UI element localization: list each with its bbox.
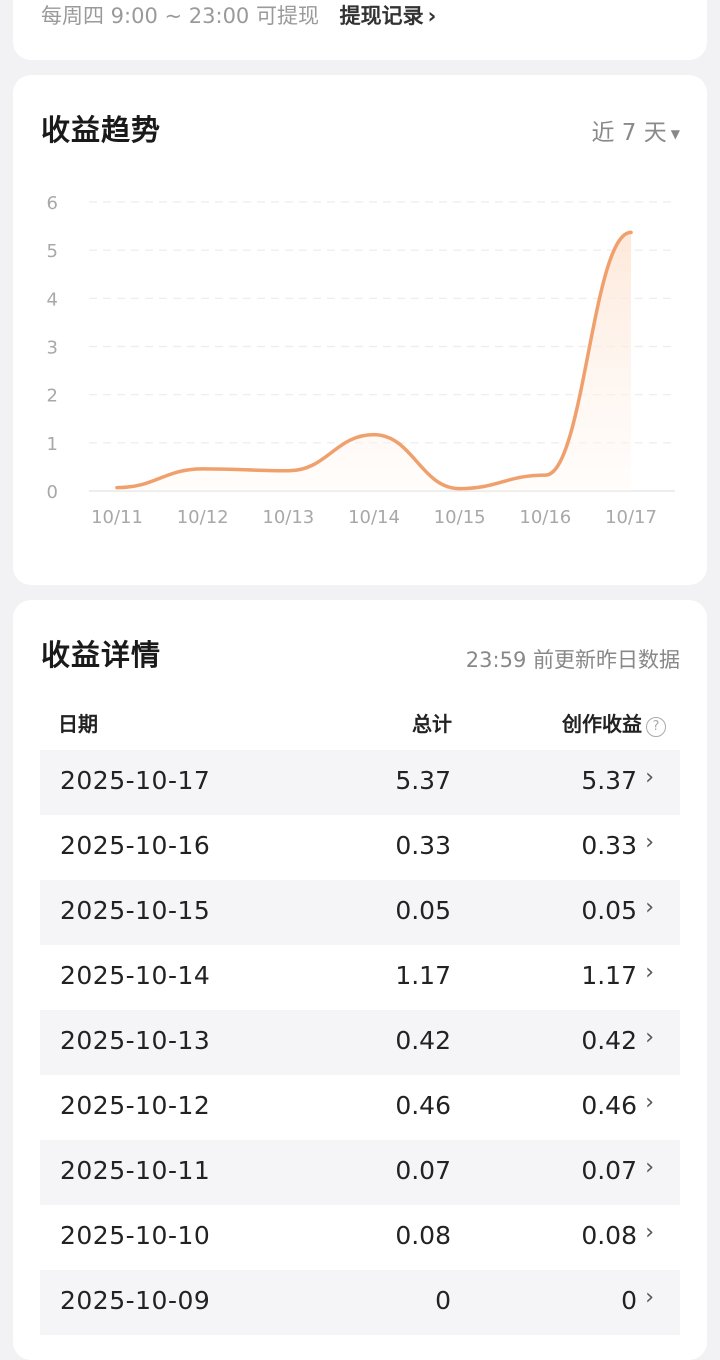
help-icon[interactable]: ? [646, 717, 666, 737]
chevron-right-icon: › [645, 1025, 654, 1050]
row-creation: 5.37 [581, 766, 637, 795]
data-point [629, 230, 633, 234]
x-tick-label: 10/12 [177, 507, 229, 528]
series-line [115, 230, 633, 491]
row-creation: 0.33 [581, 831, 637, 860]
x-tick-label: 10/17 [605, 507, 657, 528]
column-creation: 创作收益? [562, 708, 666, 737]
row-date: 2025-10-16 [60, 831, 211, 860]
detail-title: 收益详情 [41, 638, 162, 672]
earnings-trend-card: 收益趋势 近 7 天 ▼ 0 1 2 3 4 5 6 10/11 10/12 10/13 10/14 1… [13, 75, 707, 585]
withdraw-card: 每周四 9:00 ~ 23:00 可提现 提现记录 › [13, 0, 707, 60]
series-area [117, 232, 631, 491]
table-row[interactable]: 2025-10-11 0.07 0.07 › [40, 1140, 680, 1205]
column-date: 日期 [58, 712, 98, 736]
withdraw-schedule: 每周四 9:00 ~ 23:00 可提现 [41, 4, 319, 28]
row-total: 0.05 [395, 896, 451, 925]
row-total: 0.46 [395, 1091, 451, 1120]
chevron-right-icon: › [645, 895, 654, 920]
chevron-right-icon: › [645, 1220, 654, 1245]
update-note: 23:59 前更新昨日数据 [465, 648, 680, 672]
y-tick-label: 5 [47, 241, 58, 262]
row-total: 0 [435, 1286, 451, 1315]
row-total: 0.33 [395, 831, 451, 860]
withdraw-records-link[interactable]: 提现记录 › [339, 4, 437, 28]
row-creation: 0.46 [581, 1091, 637, 1120]
chevron-right-icon: › [645, 830, 654, 855]
row-date: 2025-10-13 [60, 1026, 211, 1055]
row-total: 0.07 [395, 1156, 451, 1185]
chevron-right-icon: › [645, 1090, 654, 1115]
row-total: 0.08 [395, 1221, 451, 1250]
data-point [372, 433, 376, 437]
data-point [286, 469, 290, 473]
data-point [115, 486, 119, 490]
table-row[interactable]: 2025-10-09 0 0 › [40, 1270, 680, 1335]
data-point [201, 467, 205, 471]
earnings-table: 2025-10-17 5.37 5.37 › 2025-10-16 0.33 0.33 › 20… [40, 750, 680, 1335]
chevron-right-icon: › [645, 1155, 654, 1180]
table-header: 日期 总计 创作收益? [40, 702, 680, 740]
x-tick-label: 10/16 [519, 507, 571, 528]
x-tick-label: 10/11 [91, 507, 143, 528]
row-creation: 0.42 [581, 1026, 637, 1055]
data-point [458, 486, 462, 491]
trend-title: 收益趋势 [41, 113, 162, 147]
x-tick-label: 10/13 [262, 507, 314, 528]
table-row[interactable]: 2025-10-12 0.46 0.46 › [40, 1075, 680, 1140]
caret-down-icon: ▼ [670, 126, 680, 141]
earnings-line-chart: 0 1 2 3 4 5 6 10/11 10/12 10/13 10/14 10/15 10/16 10/… [47, 193, 675, 528]
table-row[interactable]: 2025-10-17 5.37 5.37 › [40, 750, 680, 815]
y-tick-label: 2 [47, 386, 58, 407]
chevron-right-icon: › [427, 4, 437, 28]
y-tick-label: 1 [47, 434, 58, 455]
chevron-right-icon: › [645, 960, 654, 985]
table-row[interactable]: 2025-10-10 0.08 0.08 › [40, 1205, 680, 1270]
row-creation: 0.08 [581, 1221, 637, 1250]
row-date: 2025-10-14 [60, 961, 211, 990]
table-row[interactable]: 2025-10-14 1.17 1.17 › [40, 945, 680, 1010]
row-total: 1.17 [395, 961, 451, 990]
row-date: 2025-10-09 [60, 1286, 211, 1315]
column-total: 总计 [412, 712, 452, 736]
row-date: 2025-10-11 [60, 1156, 211, 1185]
withdraw-info: 每周四 9:00 ~ 23:00 可提现 提现记录 › [41, 0, 436, 30]
row-date: 2025-10-15 [60, 896, 211, 925]
y-tick-label: 6 [47, 193, 58, 214]
table-row[interactable]: 2025-10-15 0.05 0.05 › [40, 880, 680, 945]
row-date: 2025-10-17 [60, 766, 211, 795]
row-creation: 0 [621, 1286, 637, 1315]
x-tick-label: 10/14 [348, 507, 400, 528]
table-row[interactable]: 2025-10-13 0.42 0.42 › [40, 1010, 680, 1075]
y-tick-label: 3 [47, 338, 58, 359]
y-tick-label: 4 [47, 289, 58, 310]
chevron-right-icon: › [645, 1285, 654, 1310]
row-total: 5.37 [395, 766, 451, 795]
range-dropdown[interactable]: 近 7 天 ▼ [592, 113, 681, 147]
x-tick-label: 10/15 [434, 507, 486, 528]
row-creation: 0.05 [581, 896, 637, 925]
earnings-detail-card: 收益详情 23:59 前更新昨日数据 日期 总计 创作收益? 2025-10-1… [13, 600, 707, 1360]
data-point [543, 473, 547, 477]
y-tick-label: 0 [47, 482, 58, 503]
row-date: 2025-10-12 [60, 1091, 211, 1120]
row-creation: 1.17 [581, 961, 637, 990]
row-creation: 0.07 [581, 1156, 637, 1185]
table-row[interactable]: 2025-10-16 0.33 0.33 › [40, 815, 680, 880]
row-total: 0.42 [395, 1026, 451, 1055]
chevron-right-icon: › [645, 765, 654, 790]
range-label: 近 7 天 [591, 120, 667, 146]
row-date: 2025-10-10 [60, 1221, 211, 1250]
